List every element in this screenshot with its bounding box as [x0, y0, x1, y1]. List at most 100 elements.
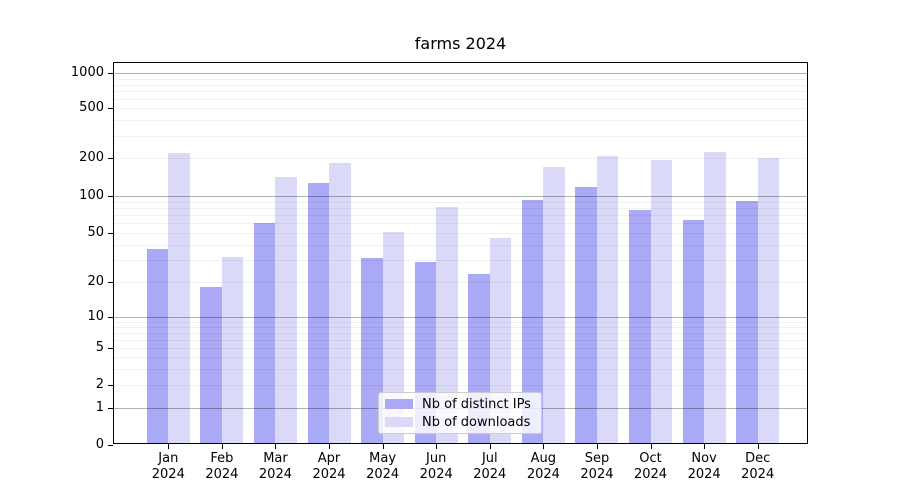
bar-distinct-ips-oct	[629, 209, 651, 444]
x-axis-tick	[489, 444, 491, 449]
x-axis-tick	[704, 444, 706, 449]
minor-gridline	[113, 332, 808, 334]
minor-gridline	[113, 120, 808, 122]
minor-gridline	[113, 78, 808, 80]
minor-gridline	[113, 223, 808, 225]
minor-gridline	[113, 260, 808, 262]
y-tick-label: 20	[87, 273, 104, 289]
bar-downloads-nov	[704, 152, 726, 444]
bar-distinct-ips-mar	[253, 223, 276, 444]
legend-label: Nb of distinct IPs	[422, 396, 531, 412]
legend-swatch-downloads	[385, 417, 413, 427]
y-axis-tick	[108, 232, 113, 234]
x-tick-label: Dec 2024	[741, 451, 775, 482]
y-tick-label: 50	[87, 224, 104, 240]
minor-gridline	[113, 99, 808, 101]
legend-item: Nb of downloads	[385, 415, 535, 430]
y-axis-tick	[108, 73, 113, 75]
bar-downloads-feb	[221, 256, 244, 444]
bar-downloads-sep	[596, 155, 619, 444]
minor-gridline	[113, 368, 808, 370]
x-tick-label: Mar 2024	[258, 451, 292, 482]
minor-gridline	[113, 201, 808, 203]
y-tick-label: 0	[95, 436, 104, 452]
y-axis-tick	[108, 108, 113, 110]
y-axis-tick	[108, 444, 113, 446]
y-axis-tick	[108, 348, 113, 350]
minor-gridline	[113, 326, 808, 328]
x-tick-label: Feb 2024	[205, 451, 239, 482]
x-axis-tick	[168, 444, 170, 449]
minor-gridline	[113, 281, 808, 283]
x-tick-label: Aug 2024	[526, 451, 560, 482]
minor-gridline	[113, 214, 808, 216]
y-axis-tick	[108, 385, 113, 386]
bar-downloads-dec	[757, 157, 780, 444]
bar-downloads-apr	[329, 162, 351, 444]
major-gridline	[113, 196, 808, 197]
y-tick-label: 10	[87, 308, 104, 324]
bar-distinct-ips-apr	[307, 182, 330, 444]
y-tick-label: 500	[79, 100, 104, 116]
chart-title: farms 2024	[414, 34, 507, 53]
minor-gridline	[113, 339, 808, 341]
x-axis-tick	[221, 444, 223, 449]
y-axis-tick	[108, 196, 113, 197]
y-tick-label: 1	[95, 400, 104, 416]
bar-downloads-may	[382, 231, 405, 444]
legend-swatch-distinct-ips	[385, 399, 413, 409]
minor-gridline	[113, 232, 808, 234]
bar-downloads-jun	[436, 206, 458, 444]
bar-distinct-ips-nov	[682, 219, 705, 444]
minor-gridline	[113, 108, 808, 110]
x-tick-label: Jun 2024	[419, 451, 453, 482]
minor-gridline	[113, 385, 808, 386]
minor-gridline	[113, 348, 808, 350]
bar-distinct-ips-feb	[200, 287, 222, 444]
x-axis-tick	[543, 444, 545, 449]
y-tick-label: 1000	[70, 65, 104, 81]
minor-gridline	[113, 84, 808, 86]
x-tick-label: May 2024	[366, 451, 400, 482]
minor-gridline	[113, 244, 808, 246]
bar-distinct-ips-jan	[146, 248, 169, 444]
y-axis-tick	[108, 281, 113, 283]
legend-label: Nb of downloads	[422, 414, 531, 430]
legend: Nb of distinct IPs Nb of downloads	[378, 392, 542, 434]
x-tick-label: Oct 2024	[633, 451, 668, 482]
x-tick-label: Jan 2024	[151, 451, 185, 482]
minor-gridline	[113, 357, 808, 359]
x-tick-label: Nov 2024	[687, 451, 721, 482]
bar-distinct-ips-dec	[736, 200, 758, 444]
x-axis-tick	[436, 444, 438, 449]
bar-distinct-ips-sep	[575, 187, 597, 444]
x-tick-label: Sep 2024	[580, 451, 614, 482]
y-tick-label: 200	[79, 150, 104, 166]
bar-downloads-mar	[275, 176, 297, 444]
x-axis-tick	[650, 444, 652, 449]
y-tick-label: 100	[79, 188, 104, 203]
x-tick-label: Jul 2024	[473, 451, 507, 482]
major-gridline	[113, 316, 808, 318]
y-axis-tick	[108, 408, 113, 410]
minor-gridline	[113, 91, 808, 93]
x-axis-tick	[757, 444, 759, 449]
y-tick-label: 5	[95, 340, 104, 356]
minor-gridline	[113, 158, 808, 160]
y-axis-tick	[108, 316, 113, 318]
x-axis-tick	[329, 444, 331, 449]
major-gridline	[113, 73, 808, 75]
x-axis-tick	[275, 444, 277, 449]
x-tick-label: Apr 2024	[312, 451, 346, 482]
x-axis-tick	[596, 444, 598, 449]
bar-distinct-ips-may	[361, 258, 383, 444]
bar-downloads-aug	[543, 167, 565, 444]
minor-gridline	[113, 321, 808, 323]
bar-downloads-jan	[168, 153, 190, 444]
minor-gridline	[113, 207, 808, 209]
y-tick-label: 2	[95, 377, 104, 392]
bar-downloads-oct	[650, 159, 673, 444]
bar-distinct-ips-aug	[521, 200, 544, 444]
minor-gridline	[113, 136, 808, 138]
